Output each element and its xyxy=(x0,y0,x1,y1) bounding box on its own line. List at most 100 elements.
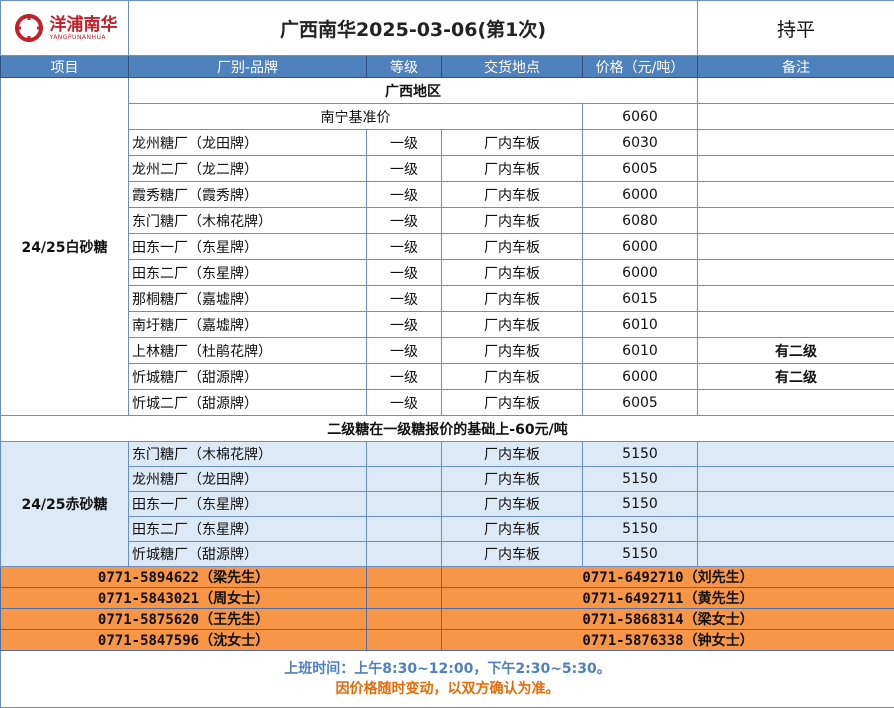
grade-cell xyxy=(366,441,442,467)
note-cell xyxy=(697,541,894,567)
place-cell: 厂内车板 xyxy=(441,363,583,390)
category-white-sugar: 24/25白砂糖 xyxy=(0,77,129,416)
note-cell xyxy=(697,311,894,338)
logo: 洋浦南华 YANGPUNANHUA xyxy=(0,0,129,56)
price-cell: 6000 xyxy=(582,233,698,260)
table-row: 龙州糖厂（龙田牌） 厂内车板 5150 xyxy=(1,466,894,492)
table-row: 那桐糖厂（嘉墟牌） 一级 厂内车板 6015 xyxy=(1,285,894,312)
table-row: 田东二厂（东星牌） 一级 厂内车板 6000 xyxy=(1,259,894,286)
factory-cell: 上林糖厂（杜鹃花牌） xyxy=(128,337,367,364)
header-factory: 厂别-品牌 xyxy=(128,55,367,78)
footer: 上班时间：上午8:30~12:00，下午2:30~5:30。 因价格随时变动，以双… xyxy=(0,650,894,708)
factory-cell: 忻城二厂（甜源牌） xyxy=(128,389,367,416)
note-cell xyxy=(697,155,894,182)
header-price: 价格（元/吨） xyxy=(582,55,698,78)
header-grade: 等级 xyxy=(366,55,442,78)
region-label: 广西地区 xyxy=(128,77,698,104)
grade-cell: 一级 xyxy=(366,233,442,260)
place-cell: 厂内车板 xyxy=(441,233,583,260)
place-cell: 厂内车板 xyxy=(441,285,583,312)
place-cell: 厂内车板 xyxy=(441,466,583,492)
place-cell: 厂内车板 xyxy=(441,129,583,156)
factory-cell: 田东二厂（东星牌） xyxy=(128,516,367,542)
contact-phone: 0771-5847596（沈女士） xyxy=(0,629,367,651)
header-place: 交货地点 xyxy=(441,55,583,78)
place-cell: 厂内车板 xyxy=(441,491,583,517)
place-cell: 厂内车板 xyxy=(441,441,583,467)
grade-cell: 一级 xyxy=(366,363,442,390)
note-cell xyxy=(697,466,894,492)
place-cell: 厂内车板 xyxy=(441,389,583,416)
note-cell xyxy=(697,285,894,312)
category-red-sugar: 24/25赤砂糖 xyxy=(0,441,129,567)
grade-cell xyxy=(366,491,442,517)
price-cell: 5150 xyxy=(582,516,698,542)
factory-cell: 龙州糖厂（龙田牌） xyxy=(128,466,367,492)
price-cell: 6005 xyxy=(582,389,698,416)
factory-cell: 忻城糖厂（甜源牌） xyxy=(128,363,367,390)
table-row: 东门糖厂（木棉花牌） 一级 厂内车板 6080 xyxy=(1,207,894,234)
contact-row: 0771-5894622（梁先生） 0771-6492710（刘先生） xyxy=(0,566,894,588)
grade-cell xyxy=(366,466,442,492)
base-price: 6060 xyxy=(582,103,698,130)
price-cell: 5150 xyxy=(582,466,698,492)
price-cell: 6000 xyxy=(582,259,698,286)
factory-cell: 霞秀糖厂（霞秀牌） xyxy=(128,181,367,208)
note-cell: 有二级 xyxy=(697,337,894,364)
price-cell: 5150 xyxy=(582,541,698,567)
note-cell xyxy=(697,233,894,260)
place-cell: 厂内车板 xyxy=(441,541,583,567)
price-cell: 6030 xyxy=(582,129,698,156)
base-label: 南宁基准价 xyxy=(128,103,583,130)
place-cell: 厂内车板 xyxy=(441,516,583,542)
factory-cell: 龙州糖厂（龙田牌） xyxy=(128,129,367,156)
table-row: 上林糖厂（杜鹃花牌） 一级 厂内车板 6010 有二级 xyxy=(1,337,894,364)
factory-cell: 东门糖厂（木棉花牌） xyxy=(128,207,367,234)
contact-phone: 0771-5876338（钟女士） xyxy=(441,629,894,651)
note-cell: 有二级 xyxy=(697,363,894,390)
spacer xyxy=(366,629,442,651)
contact-phone: 0771-6492711（黄先生） xyxy=(441,587,894,609)
factory-cell: 田东一厂（东星牌） xyxy=(128,491,367,517)
note-cell xyxy=(697,491,894,517)
factory-cell: 东门糖厂（木棉花牌） xyxy=(128,441,367,467)
note-cell xyxy=(697,129,894,156)
grade-cell: 一级 xyxy=(366,155,442,182)
grade-cell: 一级 xyxy=(366,337,442,364)
contact-row: 0771-5843021（周女士） 0771-6492711（黄先生） xyxy=(0,587,894,609)
grade-cell xyxy=(366,516,442,542)
price-cell: 6080 xyxy=(582,207,698,234)
table-row: 龙州糖厂（龙田牌） 一级 厂内车板 6030 xyxy=(1,129,894,156)
disclaimer: 因价格随时变动，以双方确认为准。 xyxy=(335,681,560,697)
logo-cn: 洋浦南华 xyxy=(49,14,118,35)
price-cell: 6015 xyxy=(582,285,698,312)
grade-cell: 一级 xyxy=(366,207,442,234)
table-row: 龙州二厂（龙二牌） 一级 厂内车板 6005 xyxy=(1,155,894,182)
contact-phone: 0771-6492710（刘先生） xyxy=(441,566,894,588)
logo-en: YANGPUNANHUA xyxy=(49,33,107,41)
table-row: 田东二厂（东星牌） 厂内车板 5150 xyxy=(1,516,894,542)
grade-cell: 一级 xyxy=(366,311,442,338)
page-title: 广西南华2025-03-06(第1次) xyxy=(128,0,698,56)
logo-icon xyxy=(14,14,43,42)
note-cell xyxy=(697,516,894,542)
grade-cell: 一级 xyxy=(366,181,442,208)
grade-cell: 一级 xyxy=(366,285,442,312)
price-cell: 6010 xyxy=(582,311,698,338)
contact-row: 0771-5847596（沈女士） 0771-5876338（钟女士） xyxy=(0,629,894,651)
place-cell: 厂内车板 xyxy=(441,155,583,182)
table-row: 霞秀糖厂（霞秀牌） 一级 厂内车板 6000 xyxy=(1,181,894,208)
note-cell xyxy=(697,441,894,467)
contact-phone: 0771-5843021（周女士） xyxy=(0,587,367,609)
contact-phone: 0771-5875620（王先生） xyxy=(0,608,367,630)
price-cell: 6005 xyxy=(582,155,698,182)
factory-cell: 那桐糖厂（嘉墟牌） xyxy=(128,285,367,312)
place-cell: 厂内车板 xyxy=(441,311,583,338)
place-cell: 厂内车板 xyxy=(441,259,583,286)
price-cell: 5150 xyxy=(582,441,698,467)
grade-cell: 一级 xyxy=(366,389,442,416)
price-cell: 6010 xyxy=(582,337,698,364)
header-item: 项目 xyxy=(0,55,129,78)
grade-cell: 一级 xyxy=(366,129,442,156)
